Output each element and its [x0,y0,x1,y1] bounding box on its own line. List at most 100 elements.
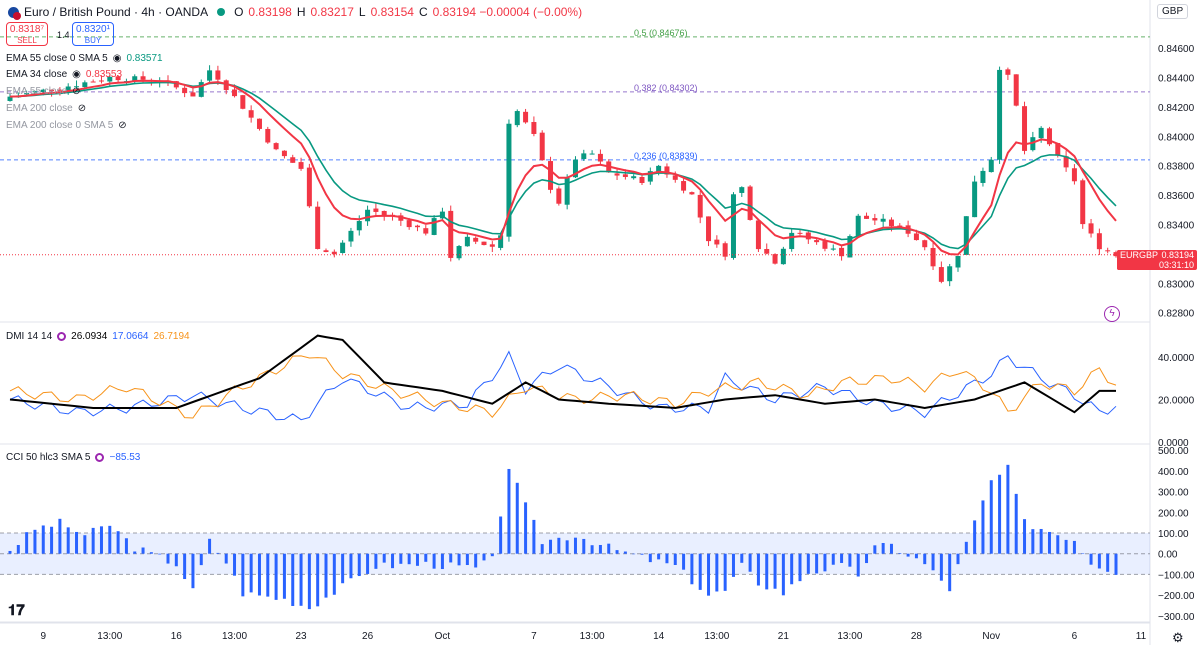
cci-bar [599,545,602,554]
candle-body [864,216,869,219]
cci-value: −85.53 [109,451,140,464]
cci-tick-label: 100.00 [1158,529,1189,540]
fib-level-label: 0.5 (0.84676) [634,28,688,38]
time-tick-label: 7 [531,631,537,642]
cci-tick-label: 0.00 [1158,550,1178,561]
candle-body [465,237,470,246]
indicator-ema200-hidden[interactable]: EMA 200 close ⊘ [6,102,86,115]
candle-body [91,82,96,83]
gear-icon[interactable]: ⚙ [1172,630,1184,646]
candle-body [257,119,262,129]
cci-bar [898,553,901,554]
cci-tick-label: −300.00 [1158,612,1195,623]
high-value: 0.83217 [310,4,353,20]
indicator-ema55-sma5[interactable]: EMA 55 close 0 SMA 5 ◉ 0.83571 [6,52,163,65]
eye-hidden-icon[interactable]: ⊘ [118,119,126,132]
candle-body [581,153,586,159]
cci-bar [815,554,818,574]
indicator-ema34[interactable]: EMA 34 close ◉ 0.83553 [6,68,122,81]
settings-cycle-icon[interactable]: ◉ [72,68,81,81]
cci-bar [449,554,452,563]
candle-body [947,266,952,281]
price-tick-label: 0.84000 [1158,132,1195,143]
lightning-icon[interactable]: ϟ [1104,306,1120,322]
tradingview-logo-icon[interactable]: 𝟏𝟕 [8,602,25,619]
candle-body [265,129,270,143]
countdown: 03:31:10 [1117,260,1197,270]
cci-bar [657,554,660,560]
symbol-title[interactable]: Euro / British Pound · 4h · OANDA [24,4,208,20]
sell-label: SELL [7,35,47,46]
candle-body [332,252,337,254]
currency-selector[interactable]: GBP [1157,4,1188,19]
cci-bar [948,554,951,591]
candle-body [972,182,977,218]
price-tick-label: 0.83000 [1158,279,1195,290]
cci-bar [258,554,261,596]
candle-body [980,171,985,183]
adx-line [10,336,1116,413]
candle-body [531,122,536,134]
sell-button[interactable]: 0.8318⁷ SELL [6,22,48,46]
cci-bar [50,527,53,554]
candle-body [831,249,836,250]
cci-bar [83,535,86,554]
time-tick-label: 26 [362,631,374,642]
buy-button[interactable]: 0.8320¹ BUY [72,22,114,46]
cci-bar [358,554,361,576]
cci-bar [117,531,120,554]
cci-bar [42,525,45,553]
cci-legend[interactable]: CCI 50 hlc3 SMA 5 −85.53 [6,451,140,464]
cci-bar [582,539,585,554]
current-price: 0.83194 [1161,250,1194,260]
cci-bar [516,483,519,554]
candle-body [748,187,753,220]
dmi-legend[interactable]: DMI 14 14 26.0934 17.0664 26.7194 [6,330,190,343]
cci-bar [383,554,386,563]
buy-price: 0.8320¹ [73,24,113,35]
buy-label: BUY [73,35,113,46]
cci-bar [1065,540,1068,554]
candle-body [365,210,370,222]
cci-bar [507,469,510,554]
candle-body [872,218,877,220]
cci-bar [807,554,810,574]
eye-hidden-icon[interactable]: ⊘ [72,85,80,98]
eye-hidden-icon[interactable]: ⊘ [78,102,86,115]
cci-bar [823,554,826,572]
di-plus-value: 17.0664 [112,330,148,343]
cci-bar [208,539,211,554]
candle-body [1080,180,1085,224]
cci-bar [907,554,910,557]
candle-body [448,211,453,258]
indicator-label: EMA 55 close 0 SMA 5 [6,52,108,65]
dmi-tick-label: 20.0000 [1158,395,1195,406]
cci-bar [616,550,619,554]
cci-bar [541,544,544,554]
price-tick-label: 0.84600 [1158,44,1195,55]
cci-tick-label: 200.00 [1158,508,1189,519]
cci-bar [349,554,352,579]
cci-bar [216,553,219,554]
cci-bar [566,540,569,553]
cci-bar [499,517,502,554]
candle-body [731,194,736,258]
candle-body [698,195,703,218]
settings-cycle-icon[interactable] [95,453,104,462]
adx-value: 26.0934 [71,330,107,343]
di-minus-value: 26.7194 [153,330,189,343]
cci-bar [732,554,735,577]
settings-cycle-icon[interactable]: ◉ [113,52,122,65]
indicator-ema55-hidden[interactable]: EMA 55 close ⊘ [6,85,81,98]
cci-bar [890,544,893,554]
cci-bar [142,548,145,554]
cci-bar [1040,529,1043,554]
cci-bar [674,554,677,565]
indicator-ema200-sma5-hidden[interactable]: EMA 200 close 0 SMA 5 ⊘ [6,119,127,132]
price-tick-label: 0.83800 [1158,162,1195,173]
settings-cycle-icon[interactable] [57,332,66,341]
cci-bar [1023,519,1026,554]
cci-bar [266,554,269,597]
cci-bar [1006,465,1009,554]
